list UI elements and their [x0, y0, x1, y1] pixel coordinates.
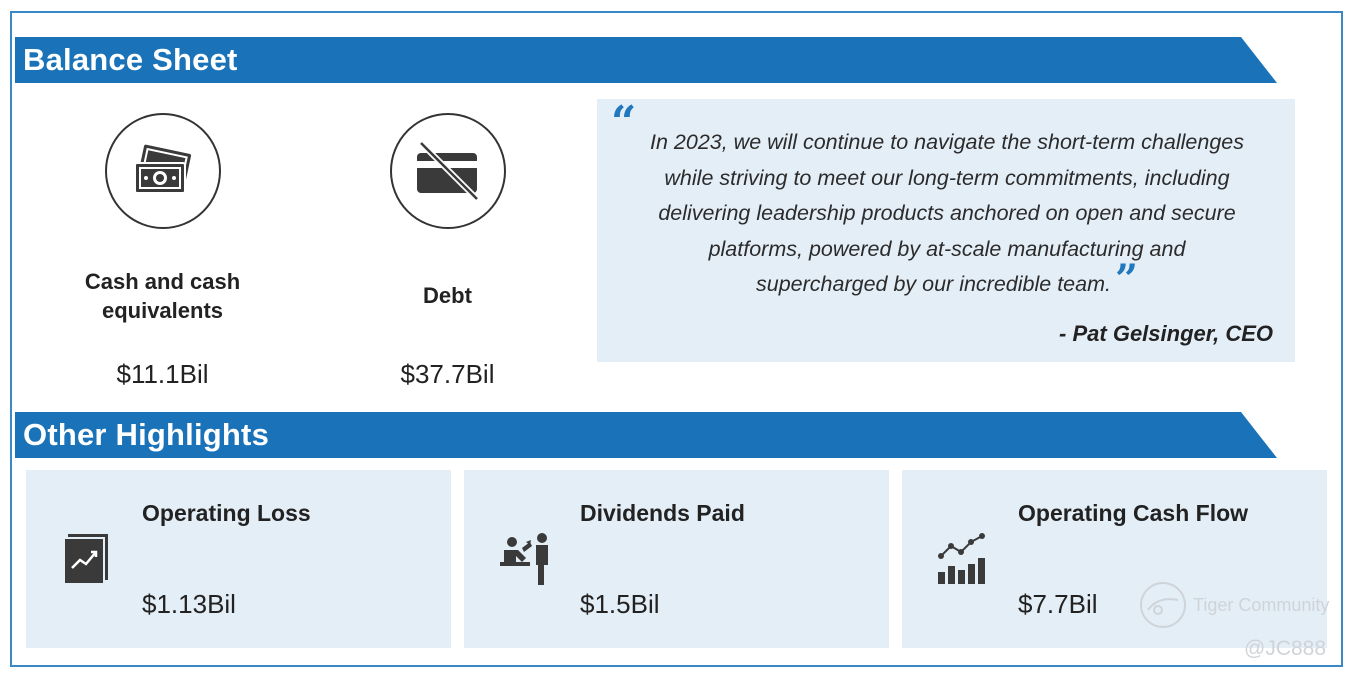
- close-quote-mark: ”: [1114, 256, 1138, 303]
- dividends-paid-title: Dividends Paid: [580, 500, 745, 526]
- debt-label: Debt: [423, 283, 472, 308]
- operating-cash-flow-value: $7.7Bil: [1018, 589, 1098, 619]
- cash-value: $11.1Bil: [116, 359, 209, 389]
- growth-bars-icon: [936, 528, 990, 588]
- dividend-people-icon: [498, 528, 552, 588]
- trend-chart-icon: [60, 528, 114, 588]
- cash-label-line1: Cash and cash: [84, 269, 241, 294]
- watermark-name: Tiger Community: [1193, 595, 1330, 615]
- watermark-handle: @JC888: [1244, 637, 1327, 660]
- debt-value: $37.7Bil: [400, 359, 495, 389]
- banner-shape: [15, 412, 1277, 458]
- tiger-community-watermark: Tiger Community @JC888: [1138, 580, 1353, 670]
- tiger-logo-icon: [1140, 582, 1186, 628]
- balance-sheet-banner: Balance Sheet: [15, 37, 1277, 83]
- quote-line-1: In 2023, we will continue to navigate th…: [650, 130, 1244, 154]
- no-credit-card-icon: [389, 113, 506, 229]
- quote-line-2: while striving to meet our long-term com…: [664, 165, 1230, 190]
- cash-icon: [104, 113, 221, 229]
- cash-label: Cash and cash equivalents: [60, 267, 265, 325]
- quote-line-3: delivering leadership products anchored …: [658, 201, 1236, 225]
- quote-line-5: supercharged by our incredible team.: [756, 272, 1111, 296]
- cash-metric: Cash and cash equivalents $11.1Bil: [60, 113, 265, 389]
- quote-author: - Pat Gelsinger, CEO: [1059, 321, 1273, 346]
- operating-cash-flow-card: Operating Cash Flow $7.7Bil: [902, 470, 1327, 648]
- open-quote-mark: “: [611, 97, 637, 148]
- operating-loss-title: Operating Loss: [142, 500, 311, 526]
- other-highlights-banner: Other Highlights: [15, 412, 1277, 458]
- dividends-paid-value: $1.5Bil: [580, 589, 660, 619]
- ceo-quote-box: “ In 2023, we will continue to navigate …: [597, 99, 1295, 362]
- quote-line-4: platforms, powered by at-scale manufactu…: [708, 236, 1186, 261]
- quote-text: In 2023, we will continue to navigate th…: [627, 125, 1267, 303]
- cash-label-line2: equivalents: [101, 298, 224, 323]
- dividends-paid-card: Dividends Paid $1.5Bil: [464, 470, 889, 648]
- balance-sheet-heading: Balance Sheet: [23, 42, 238, 77]
- operating-loss-card: Operating Loss $1.13Bil: [26, 470, 451, 648]
- operating-loss-value: $1.13Bil: [142, 589, 236, 619]
- other-highlights-heading: Other Highlights: [23, 417, 270, 452]
- debt-metric: Debt $37.7Bil: [345, 113, 550, 389]
- banner-shape: [15, 37, 1277, 83]
- operating-cash-flow-title: Operating Cash Flow: [1018, 500, 1249, 526]
